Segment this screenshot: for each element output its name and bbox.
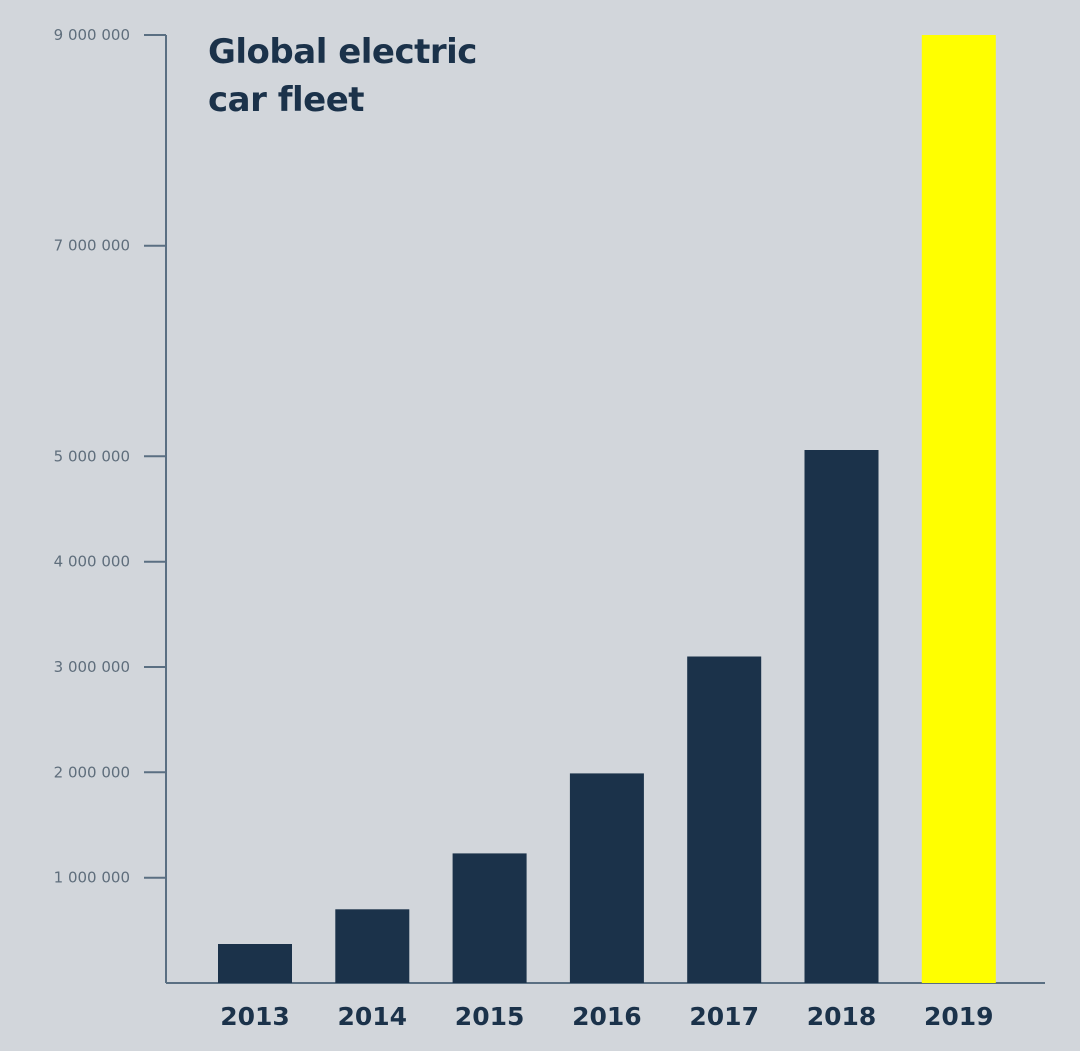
x-tick-label-2017: 2017	[689, 1002, 759, 1031]
bar-2013	[218, 944, 292, 983]
y-tick-label: 5 000 000	[54, 447, 130, 465]
chart-title: Global electric car fleet	[208, 28, 477, 124]
x-tick-label-2019: 2019	[924, 1002, 994, 1031]
chart-title-line-1: Global electric	[208, 32, 477, 72]
x-tick-label-2015: 2015	[455, 1002, 525, 1031]
y-tick-label: 7 000 000	[54, 237, 130, 255]
x-tick-label-2013: 2013	[220, 1002, 290, 1031]
y-tick-label: 9 000 000	[54, 26, 130, 44]
x-tick-label-2018: 2018	[807, 1002, 877, 1031]
y-tick-label: 4 000 000	[54, 553, 130, 571]
bar-2017	[687, 656, 762, 983]
x-tick-label-2016: 2016	[572, 1002, 642, 1031]
chart-title-line-2: car fleet	[208, 80, 365, 120]
x-tick-label-2014: 2014	[338, 1002, 408, 1031]
bar-2016	[569, 773, 644, 983]
y-tick-label: 1 000 000	[54, 869, 130, 887]
bar-2018	[804, 450, 879, 983]
bar-2015	[452, 853, 527, 983]
y-tick-label: 3 000 000	[54, 658, 130, 676]
bar-2014	[335, 909, 410, 983]
bar-2019	[921, 35, 996, 983]
y-tick-label: 2 000 000	[54, 763, 130, 781]
